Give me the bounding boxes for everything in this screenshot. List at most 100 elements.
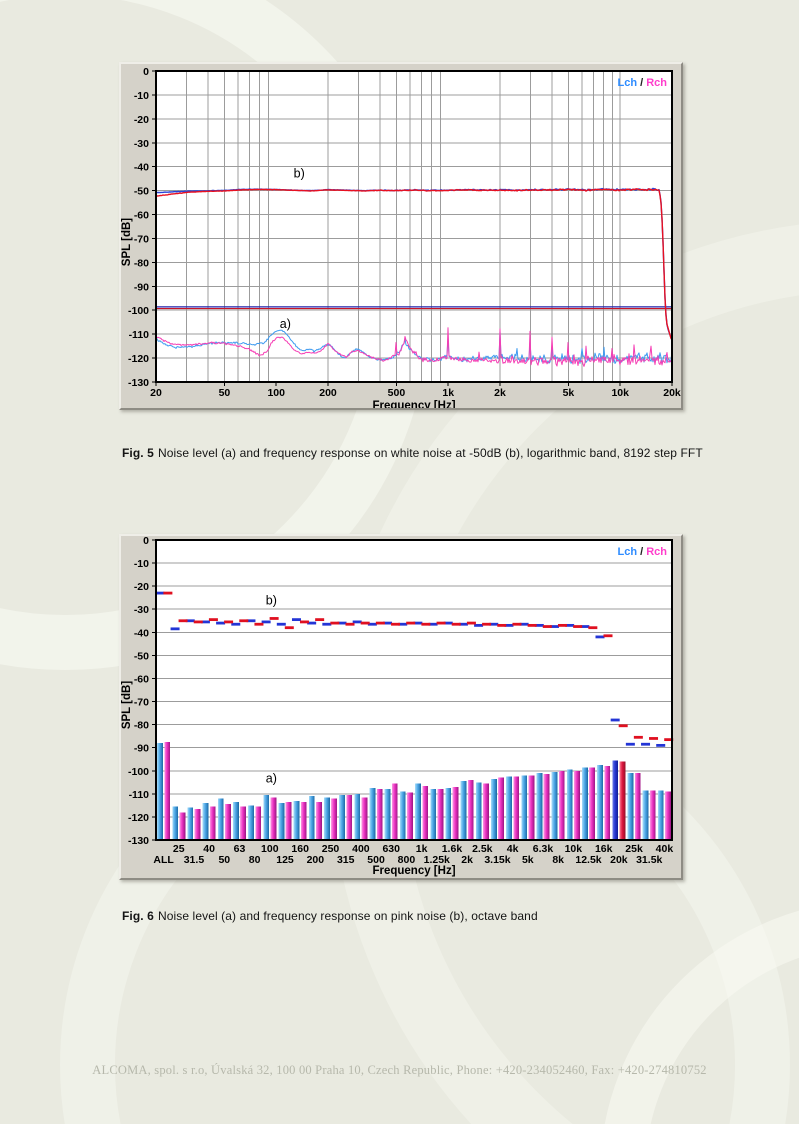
dash-lch-100	[261, 620, 271, 624]
bar-rch-2.5k	[482, 783, 489, 840]
bar-lch-6.3k	[536, 773, 543, 840]
bar-lch-80	[248, 805, 254, 840]
dash-rch-630	[391, 622, 401, 626]
dash-lch-5k	[519, 622, 529, 626]
bar-lch-200	[308, 796, 315, 840]
x-tick-label: 20k	[663, 387, 681, 399]
dash-lch-400	[352, 620, 362, 624]
x-band-label: 20k	[610, 854, 628, 866]
x-tick-label: 200	[319, 387, 337, 399]
bar-lch-1k	[415, 783, 421, 840]
bar-rch-200	[316, 801, 322, 840]
plot-border	[155, 539, 673, 841]
bar-lch-800	[399, 791, 406, 840]
dash-rch-400	[360, 621, 370, 625]
bar-lch-40	[202, 803, 209, 840]
bar-lch-1.6k	[445, 788, 452, 840]
dash-lch-ALL	[155, 591, 165, 595]
annotation: b)	[266, 594, 277, 608]
dash-lch-500	[367, 622, 377, 626]
dash-lch-630	[383, 621, 393, 625]
bar-rch-3.15k	[498, 777, 504, 840]
bar-lch-250	[324, 797, 330, 840]
bar-rch-12.5k	[589, 767, 596, 840]
x-band-label: 1k	[416, 843, 428, 855]
x-band-label: 500	[367, 854, 385, 866]
x-band-label: 25k	[625, 843, 643, 855]
x-band-label: 630	[382, 843, 400, 855]
x-tick-label: 500	[388, 387, 406, 399]
bar-rch-5k	[528, 775, 535, 840]
y-tick-label: -110	[129, 789, 150, 801]
x-band-label: 250	[322, 843, 340, 855]
x-band-label: 1.6k	[442, 843, 463, 855]
annotation: b)	[294, 166, 305, 180]
bar-rch-630	[391, 783, 398, 840]
x-band-label: 25	[173, 843, 185, 855]
bar-lch-500	[369, 788, 376, 840]
dash-rch-100	[269, 617, 279, 620]
y-tick-label: -30	[134, 604, 149, 616]
dash-lch-1k	[413, 621, 423, 625]
x-band-label: 5k	[522, 854, 534, 866]
y-tick-label: -50	[134, 186, 149, 198]
bar-lch-630	[384, 789, 391, 840]
dash-rch-200	[315, 618, 325, 622]
y-tick-label: -60	[134, 673, 149, 685]
y-tick-label: -120	[128, 353, 149, 365]
dash-rch-40	[208, 618, 218, 622]
dash-lch-50	[216, 621, 226, 625]
dash-rch-2k	[466, 621, 476, 625]
x-axis-title: Frequency [Hz]	[372, 865, 455, 877]
fig5-caption-text: Noise level (a) and frequency response o…	[157, 446, 703, 460]
x-band-label: ALL	[153, 854, 174, 866]
bar-rch-400	[361, 797, 368, 840]
x-band-label: 8k	[552, 854, 564, 866]
y-tick-label: 0	[143, 66, 149, 78]
dash-rch-4k	[512, 622, 522, 626]
dash-lch-16k	[595, 635, 605, 639]
y-tick-label: -20	[134, 114, 149, 126]
dash-lch-800	[398, 622, 408, 626]
x-band-label: 31.5	[184, 854, 205, 866]
bar-rch-1.6k	[452, 786, 459, 840]
x-band-label: 160	[291, 843, 309, 855]
bar-rch-16k	[604, 766, 611, 840]
dash-rch-5k	[527, 623, 537, 627]
dash-lch-31.5	[185, 619, 195, 623]
dash-lch-6.3k	[534, 623, 544, 627]
x-tick-label: 5k	[563, 387, 575, 399]
background-swirl	[600, 900, 799, 1124]
dash-rch-40k	[664, 738, 674, 742]
trace-Rch-noise-floor-(a)	[155, 327, 673, 367]
bar-lch-20k	[612, 760, 619, 840]
bar-rch-31.5	[194, 808, 201, 840]
dash-lch-2.5k	[474, 623, 484, 627]
bar-lch-25k	[627, 773, 634, 840]
dash-lch-20k	[610, 718, 620, 722]
bar-rch-10k	[574, 770, 580, 840]
dash-lch-80	[246, 619, 256, 623]
bar-lch-31.5	[187, 807, 194, 840]
bar-lch-2k	[460, 781, 467, 840]
dash-rch-2.5k	[482, 622, 492, 626]
dash-rch-10k	[573, 625, 583, 628]
dash-lch-12.5k	[580, 625, 590, 628]
dash-lch-1.6k	[443, 621, 453, 625]
bar-rch-ALL	[164, 741, 171, 840]
bar-lch-50	[217, 798, 224, 840]
dash-rch-63	[239, 619, 249, 623]
plot-background	[156, 71, 672, 382]
y-tick-label: -90	[134, 281, 149, 293]
fig5-caption: Fig. 5 Noise level (a) and frequency resp…	[122, 446, 703, 460]
dash-rch-160	[299, 620, 309, 624]
bar-rch-31.5k	[649, 790, 656, 840]
x-band-label: 4k	[507, 843, 519, 855]
dash-rch-1.25k	[436, 621, 446, 625]
bar-lch-3.15k	[490, 778, 497, 840]
dash-rch-125	[284, 626, 294, 630]
y-tick-label: -80	[134, 257, 149, 269]
dash-rch-8k	[557, 623, 567, 627]
dash-rch-315	[345, 622, 355, 626]
bar-rch-4k	[513, 776, 520, 840]
